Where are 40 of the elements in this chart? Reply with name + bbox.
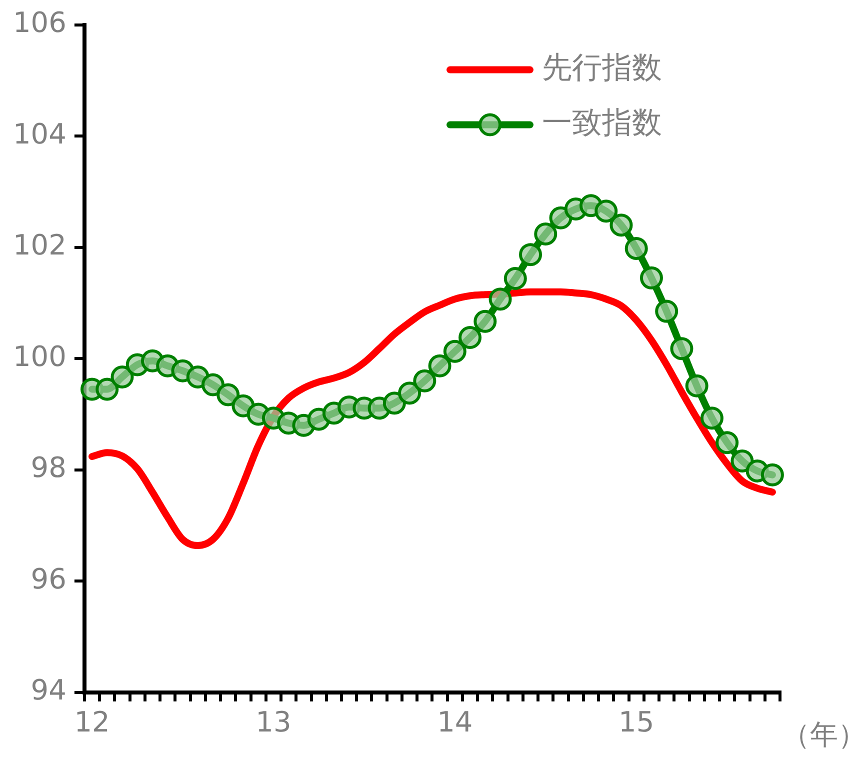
legend-label: 先行指数 (542, 50, 662, 86)
point (201, 373, 224, 396)
point (458, 326, 482, 349)
point (519, 243, 542, 266)
y-tick-label: 98 (30, 451, 66, 484)
y-tick-label: 106 (12, 6, 66, 40)
y-tick-label: 96 (30, 562, 66, 596)
x-tick-label: 14 (437, 705, 473, 738)
point (443, 340, 466, 363)
y-tick-label: 104 (12, 117, 66, 150)
y-tick-label: 94 (30, 674, 66, 707)
point (670, 337, 694, 360)
x-tick-label: 13 (256, 705, 292, 738)
y-tick-label: 100 (12, 340, 66, 373)
point (655, 300, 678, 323)
point (398, 382, 422, 405)
x-axis-title: （年） (782, 717, 860, 753)
point (594, 200, 618, 223)
point (96, 378, 119, 401)
point (382, 392, 406, 415)
point (716, 431, 739, 454)
y-tick-label: 102 (12, 228, 66, 262)
point (624, 236, 648, 260)
x-tick-label: 12 (74, 705, 110, 738)
point (216, 383, 240, 406)
point (428, 354, 452, 378)
point (110, 365, 134, 388)
point (610, 214, 633, 237)
point (685, 374, 708, 398)
point (488, 288, 512, 311)
point (413, 369, 436, 392)
point (474, 310, 497, 333)
x-tick-label: 15 (618, 705, 654, 738)
point (534, 222, 558, 246)
point (504, 266, 527, 290)
point (700, 406, 724, 430)
point (730, 449, 754, 472)
point (760, 463, 784, 486)
legend-label: 一致指数 (542, 106, 662, 141)
point (640, 266, 663, 290)
